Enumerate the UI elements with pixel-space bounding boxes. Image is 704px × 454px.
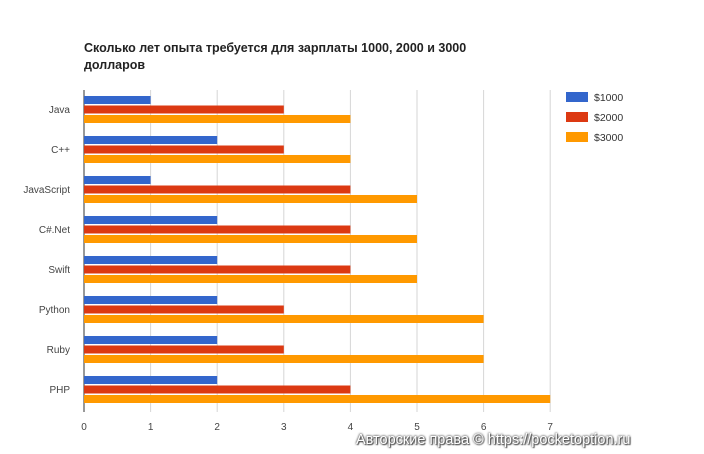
x-tick-label-2: 2	[214, 422, 220, 433]
bar-ruby-2000	[84, 345, 284, 354]
category-label: JavaScript	[23, 185, 70, 196]
category-label: C++	[51, 145, 70, 156]
bar-python-3000	[84, 315, 484, 323]
legend-swatch-3000	[566, 132, 588, 142]
bar-cnet-1000	[84, 216, 218, 224]
bar-java-3000	[84, 115, 351, 123]
category-label: PHP	[49, 385, 70, 396]
x-tick-label-7: 7	[547, 422, 553, 433]
bar-php-2000	[84, 385, 351, 394]
bar-python-2000	[84, 305, 284, 314]
legend-swatch-2000	[566, 112, 588, 122]
category-label: Swift	[48, 265, 70, 276]
x-tick-label-4: 4	[348, 422, 354, 433]
legend: $1000 $2000 $3000	[566, 92, 623, 144]
category-label: Ruby	[47, 345, 70, 356]
x-tick-label-5: 5	[414, 422, 420, 433]
bar-c-2000	[84, 145, 284, 154]
legend-swatch-1000	[566, 92, 588, 102]
bar-swift-3000	[84, 275, 417, 283]
bars	[84, 96, 551, 403]
bar-php-3000	[84, 395, 551, 403]
x-tick-label-1: 1	[148, 422, 154, 433]
bar-cnet-2000	[84, 225, 351, 234]
bar-swift-2000	[84, 265, 351, 274]
chart-title-line-1: Сколько лет опыта требуется для зарплаты…	[84, 41, 466, 55]
bar-ruby-3000	[84, 355, 484, 363]
x-tick-label-0: 0	[81, 422, 87, 433]
bar-java-2000	[84, 105, 284, 114]
bar-cnet-3000	[84, 235, 417, 243]
bar-javascript-3000	[84, 195, 417, 203]
category-label: Java	[49, 105, 71, 116]
legend-label-2000: $2000	[594, 112, 623, 124]
bar-java-1000	[84, 96, 151, 104]
bar-ruby-1000	[84, 336, 218, 344]
x-tick-label-6: 6	[481, 422, 487, 433]
legend-label-1000: $1000	[594, 92, 623, 104]
chart-title-line-2: долларов	[84, 58, 145, 72]
x-axis-ticks: 0 1 2 3 4 5 6 7	[81, 422, 553, 433]
bar-c-3000	[84, 155, 351, 163]
bar-c-1000	[84, 136, 218, 144]
bar-javascript-2000	[84, 185, 351, 194]
x-tick-label-3: 3	[281, 422, 287, 433]
bar-python-1000	[84, 296, 218, 304]
bar-php-1000	[84, 376, 218, 384]
category-label: C#.Net	[39, 225, 70, 236]
bar-javascript-1000	[84, 176, 151, 184]
category-labels: Java C++ JavaScript C#.Net Swift Python Ruby PH…	[23, 105, 70, 396]
category-label: Python	[39, 305, 70, 316]
bar-swift-1000	[84, 256, 218, 264]
legend-label-3000: $3000	[594, 132, 623, 144]
copyright-watermark: Авторские права © https://pocketoption.r…	[356, 432, 631, 448]
